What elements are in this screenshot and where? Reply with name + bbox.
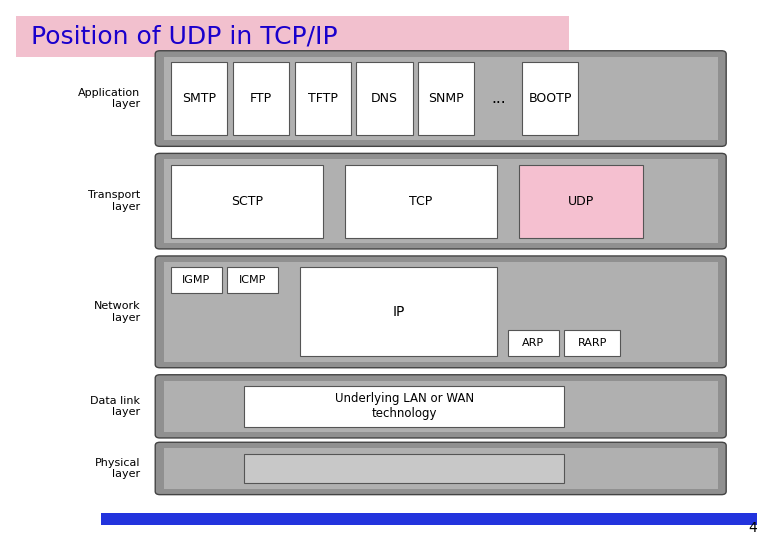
- Text: Physical
layer: Physical layer: [95, 458, 140, 480]
- Text: Underlying LAN or WAN
technology: Underlying LAN or WAN technology: [335, 393, 473, 420]
- Text: Network
layer: Network layer: [94, 301, 140, 322]
- Text: TCP: TCP: [410, 194, 433, 208]
- Bar: [519, 165, 643, 238]
- Text: FTP: FTP: [250, 92, 272, 105]
- Bar: [233, 62, 289, 135]
- Text: SMTP: SMTP: [183, 92, 216, 105]
- Text: IGMP: IGMP: [183, 275, 211, 285]
- Bar: [356, 62, 413, 135]
- Bar: [164, 262, 718, 362]
- Bar: [16, 16, 569, 57]
- Bar: [244, 454, 564, 483]
- Bar: [227, 267, 278, 293]
- Text: SNMP: SNMP: [428, 92, 464, 105]
- FancyBboxPatch shape: [155, 153, 726, 249]
- Text: UDP: UDP: [568, 194, 594, 208]
- Text: ARP: ARP: [523, 339, 544, 348]
- Text: TFTP: TFTP: [308, 92, 338, 105]
- Bar: [244, 386, 564, 427]
- Bar: [418, 62, 474, 135]
- FancyBboxPatch shape: [155, 256, 726, 368]
- Bar: [300, 267, 497, 356]
- Bar: [164, 381, 718, 432]
- Text: DNS: DNS: [371, 92, 398, 105]
- Bar: [295, 62, 351, 135]
- FancyBboxPatch shape: [155, 375, 726, 438]
- Bar: [164, 57, 718, 140]
- Text: SCTP: SCTP: [231, 194, 263, 208]
- Text: Application
layer: Application layer: [78, 87, 140, 109]
- Text: Position of UDP in TCP/IP: Position of UDP in TCP/IP: [31, 24, 338, 48]
- Text: IP: IP: [392, 305, 405, 319]
- Bar: [171, 165, 323, 238]
- Bar: [171, 62, 227, 135]
- FancyBboxPatch shape: [155, 51, 726, 146]
- Text: BOOTP: BOOTP: [529, 92, 572, 105]
- Text: RARP: RARP: [578, 339, 607, 348]
- Bar: [101, 513, 757, 525]
- Bar: [164, 448, 718, 489]
- Text: ICMP: ICMP: [239, 275, 266, 285]
- Bar: [346, 165, 497, 238]
- Bar: [522, 62, 578, 135]
- Bar: [564, 330, 620, 356]
- Text: ...: ...: [491, 91, 505, 106]
- Bar: [164, 159, 718, 243]
- Text: Transport
layer: Transport layer: [88, 190, 140, 212]
- Bar: [171, 267, 222, 293]
- FancyBboxPatch shape: [155, 442, 726, 495]
- Text: Data link
layer: Data link layer: [90, 395, 140, 417]
- Bar: [508, 330, 558, 356]
- Text: 4: 4: [748, 521, 757, 535]
